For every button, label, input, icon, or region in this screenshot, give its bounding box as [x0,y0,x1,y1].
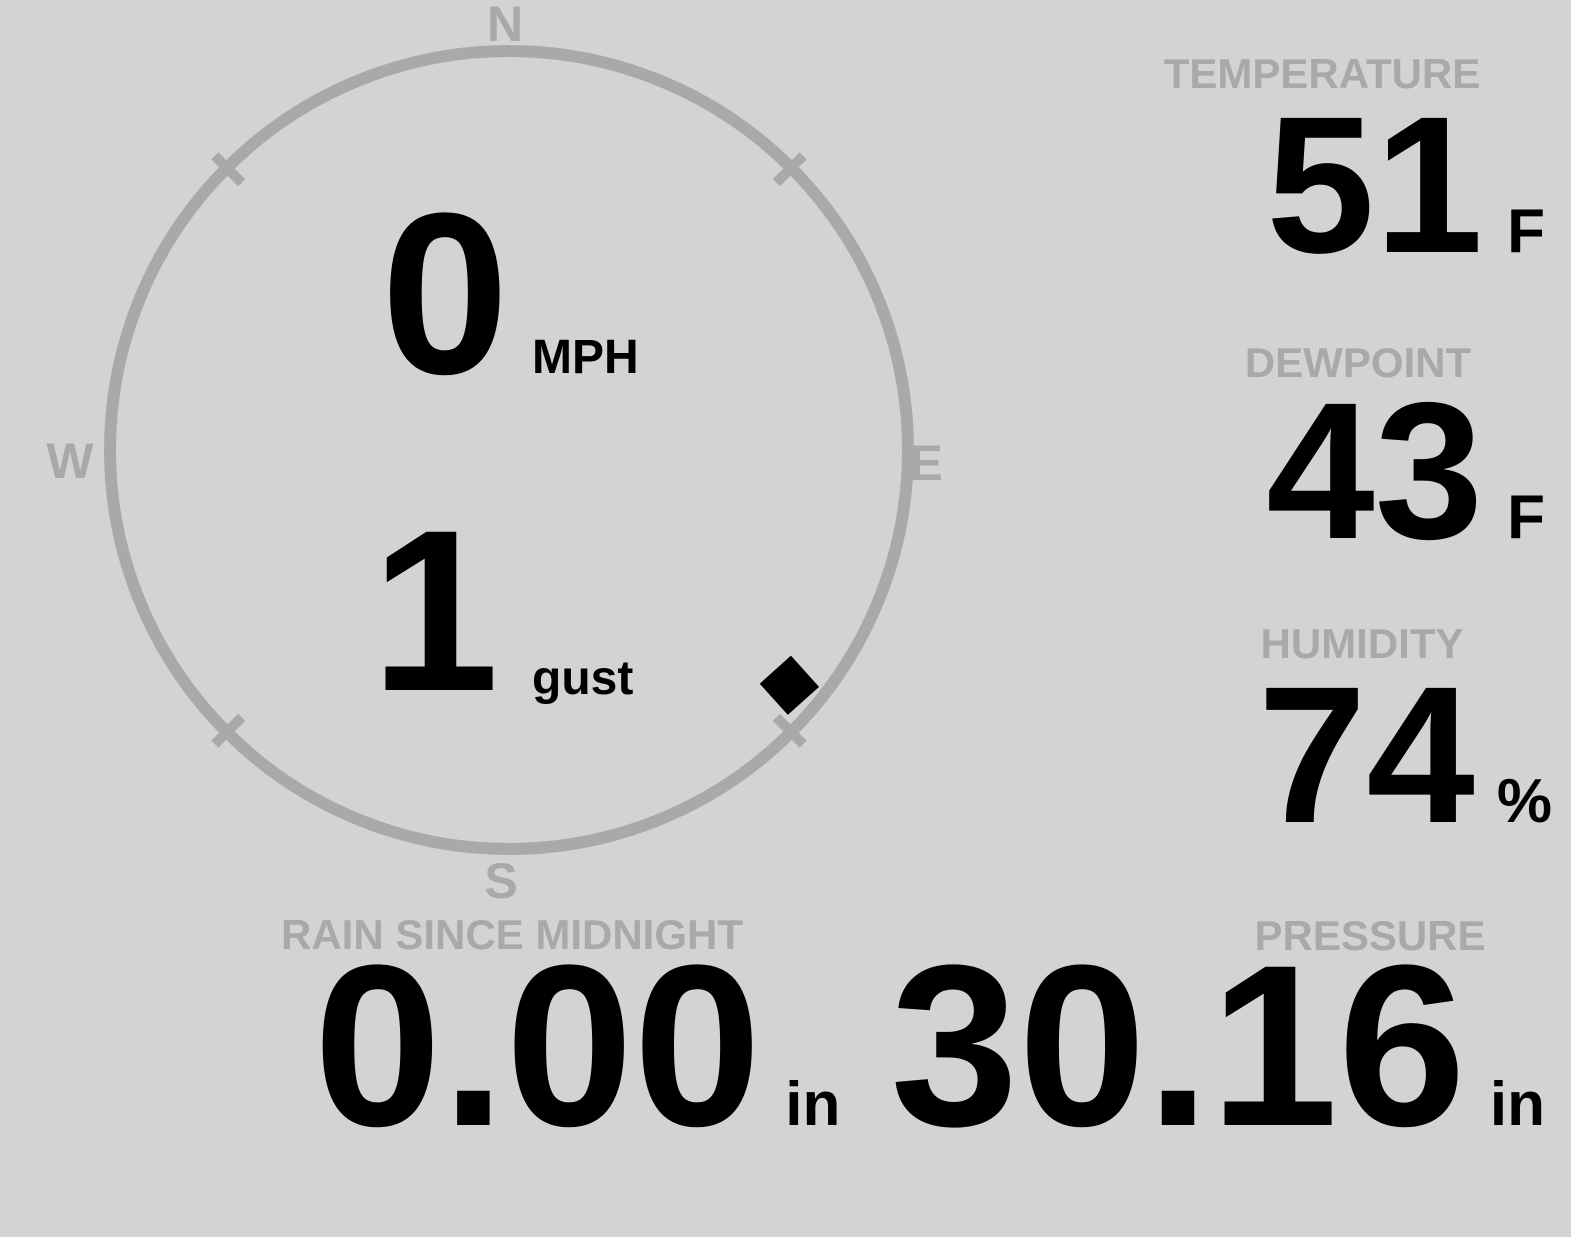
wind-gust-value: 1 [371,482,499,739]
dewpoint-value: 43 [1266,362,1483,580]
compass-label-south: S [484,853,517,909]
humidity-reading: 74% [1258,646,1552,864]
compass-label-east: E [909,435,942,491]
compass-tick-sw [211,713,246,748]
dewpoint-unit: F [1507,483,1545,552]
rain-label: RAIN SINCE MIDNIGHT [281,911,743,958]
temperature-value: 51 [1266,76,1483,294]
rain-block: RAIN SINCE MIDNIGHT 0.00 in [281,911,840,1174]
compass-ring [104,45,914,855]
compass-tick-nw [211,152,246,187]
temperature-block: TEMPERATURE 51 F [1164,50,1545,294]
pressure-label: PRESSURE [1254,912,1485,959]
dewpoint-label: DEWPOINT [1245,339,1472,386]
wind-speed-value: 0 [381,165,509,422]
rain-value: 0.00 [314,917,762,1174]
pressure-value: 30.16 [890,917,1466,1174]
wind-compass-gauge: N E S W 0 MPH 1 gust [46,0,942,909]
compass-label-north: N [487,0,523,52]
rain-unit: in [785,1070,840,1139]
humidity-value: 74 [1258,646,1475,864]
humidity-unit: % [1497,767,1552,836]
temperature-reading: 51 F [1266,76,1545,294]
wind-direction-marker-icon [759,655,820,715]
pressure-block: PRESSURE 30.16 in [890,912,1545,1174]
wind-gust-label: gust [532,652,633,705]
pressure-unit: in [1490,1070,1545,1139]
temperature-label: TEMPERATURE [1164,50,1481,97]
rain-reading: 0.00 in [314,917,841,1174]
compass-label-west: W [46,433,94,489]
wind-speed-unit: MPH [532,331,639,384]
compass-tick-se [772,713,807,748]
temperature-unit: F [1507,197,1545,266]
dewpoint-reading: 43 F [1266,362,1545,580]
dewpoint-block: DEWPOINT 43 F [1245,339,1545,580]
humidity-block: HUMIDITY 74% [1258,620,1552,864]
pressure-reading: 30.16 in [890,917,1545,1174]
humidity-label: HUMIDITY [1261,620,1464,667]
compass-tick-ne [772,152,807,187]
